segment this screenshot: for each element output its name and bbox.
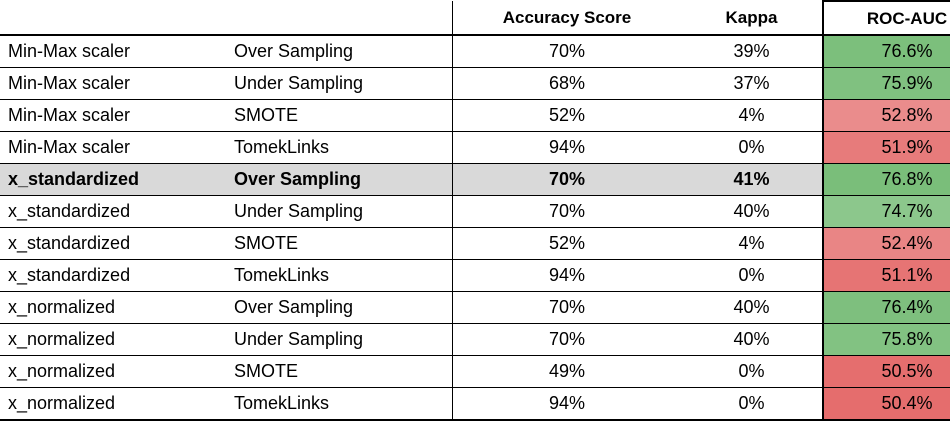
cell-sampling: SMOTE — [226, 99, 453, 132]
cell-scaler: x_standardized — [0, 259, 226, 292]
cell-roc-auc: 52.4% — [822, 227, 950, 260]
cell-scaler: Min-Max scaler — [0, 131, 226, 164]
cell-accuracy: 70% — [452, 323, 681, 356]
cell-kappa: 4% — [681, 227, 823, 260]
cell-sampling: Under Sampling — [226, 67, 453, 100]
cell-roc-auc: 76.4% — [822, 291, 950, 324]
header-sampling — [226, 1, 453, 36]
cell-scaler: x_standardized — [0, 163, 226, 196]
cell-scaler: x_normalized — [0, 291, 226, 324]
cell-roc-auc: 75.9% — [822, 67, 950, 100]
cell-roc-auc: 74.7% — [822, 195, 950, 228]
table-row: x_normalized Over Sampling 70% 40% 76.4% — [0, 291, 950, 324]
cell-kappa: 40% — [681, 291, 823, 324]
cell-scaler: x_standardized — [0, 227, 226, 260]
table-row: Min-Max scaler Over Sampling 70% 39% 76.6% — [0, 35, 950, 68]
cell-accuracy: 70% — [452, 163, 681, 196]
cell-kappa: 4% — [681, 99, 823, 132]
cell-scaler: x_standardized — [0, 195, 226, 228]
table-row: x_normalized Under Sampling 70% 40% 75.8% — [0, 323, 950, 356]
cell-kappa: 0% — [681, 259, 823, 292]
cell-scaler: Min-Max scaler — [0, 99, 226, 132]
cell-accuracy: 52% — [452, 99, 681, 132]
cell-accuracy: 68% — [452, 67, 681, 100]
table-row: x_normalized TomekLinks 94% 0% 50.4% — [0, 387, 950, 421]
cell-roc-auc: 50.4% — [822, 387, 950, 421]
cell-scaler: Min-Max scaler — [0, 35, 226, 68]
cell-sampling: Over Sampling — [226, 163, 453, 196]
cell-sampling: TomekLinks — [226, 131, 453, 164]
cell-sampling: Under Sampling — [226, 323, 453, 356]
cell-kappa: 40% — [681, 323, 823, 356]
cell-accuracy: 94% — [452, 131, 681, 164]
cell-kappa: 0% — [681, 387, 823, 421]
cell-scaler: Min-Max scaler — [0, 67, 226, 100]
cell-accuracy: 94% — [452, 387, 681, 421]
header-accuracy: Accuracy Score — [452, 1, 681, 36]
cell-roc-auc: 76.8% — [822, 163, 950, 196]
table-row: x_standardized Over Sampling 70% 41% 76.8% — [0, 163, 950, 196]
cell-sampling: TomekLinks — [226, 259, 453, 292]
cell-kappa: 40% — [681, 195, 823, 228]
cell-accuracy: 70% — [452, 195, 681, 228]
table-row: Min-Max scaler TomekLinks 94% 0% 51.9% — [0, 131, 950, 164]
cell-roc-auc: 51.1% — [822, 259, 950, 292]
header-roc-auc: ROC-AUC — [822, 0, 950, 36]
cell-accuracy: 49% — [452, 355, 681, 388]
cell-sampling: SMOTE — [226, 227, 453, 260]
header-kappa: Kappa — [681, 1, 823, 36]
cell-sampling: Under Sampling — [226, 195, 453, 228]
table-row: x_standardized SMOTE 52% 4% 52.4% — [0, 227, 950, 260]
cell-accuracy: 94% — [452, 259, 681, 292]
cell-accuracy: 70% — [452, 35, 681, 68]
cell-sampling: Over Sampling — [226, 35, 453, 68]
cell-scaler: x_normalized — [0, 355, 226, 388]
cell-kappa: 0% — [681, 355, 823, 388]
table-row: x_standardized TomekLinks 94% 0% 51.1% — [0, 259, 950, 292]
cell-sampling: Over Sampling — [226, 291, 453, 324]
cell-kappa: 37% — [681, 67, 823, 100]
cell-kappa: 39% — [681, 35, 823, 68]
table-row: x_standardized Under Sampling 70% 40% 74.7% — [0, 195, 950, 228]
cell-scaler: x_normalized — [0, 323, 226, 356]
table-row: x_normalized SMOTE 49% 0% 50.5% — [0, 355, 950, 388]
cell-scaler: x_normalized — [0, 387, 226, 421]
cell-roc-auc: 75.8% — [822, 323, 950, 356]
cell-sampling: SMOTE — [226, 355, 453, 388]
header-row: Accuracy Score Kappa ROC-AUC — [0, 0, 950, 36]
cell-roc-auc: 51.9% — [822, 131, 950, 164]
header-scaler — [0, 1, 226, 36]
table-row: Min-Max scaler SMOTE 52% 4% 52.8% — [0, 99, 950, 132]
cell-roc-auc: 76.6% — [822, 35, 950, 68]
cell-accuracy: 52% — [452, 227, 681, 260]
cell-roc-auc: 52.8% — [822, 99, 950, 132]
cell-kappa: 0% — [681, 131, 823, 164]
cell-kappa: 41% — [681, 163, 823, 196]
cell-roc-auc: 50.5% — [822, 355, 950, 388]
table-body: Min-Max scaler Over Sampling 70% 39% 76.6% Mi… — [0, 35, 950, 421]
cell-accuracy: 70% — [452, 291, 681, 324]
cell-sampling: TomekLinks — [226, 387, 453, 421]
table-row: Min-Max scaler Under Sampling 68% 37% 75.9% — [0, 67, 950, 100]
